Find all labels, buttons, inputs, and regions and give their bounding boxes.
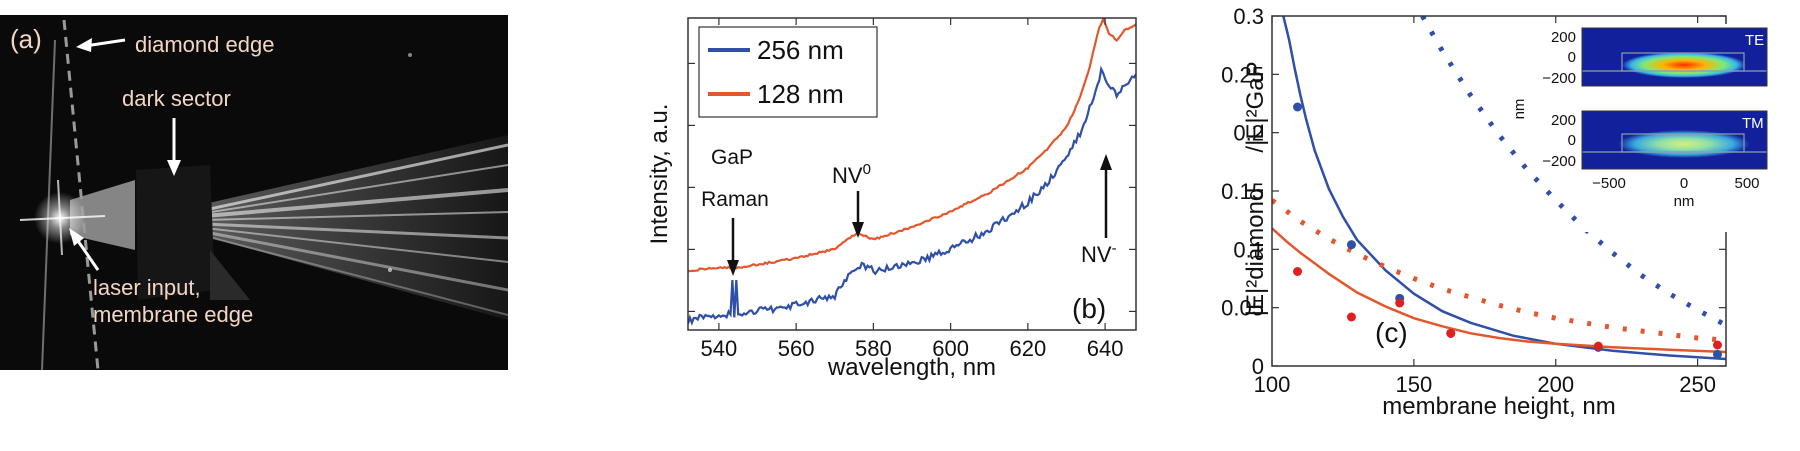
point-tm-points-4: [1593, 341, 1603, 351]
panel-c-label: (c): [1375, 317, 1408, 348]
plot-b-axes: 540 560 580 600 620 640: [688, 18, 1136, 361]
c-xtick-label-150: 150: [1396, 372, 1433, 397]
plot-b-x-label: wavelength, nm: [827, 354, 996, 381]
gap-arrow-head: [727, 260, 739, 276]
plot-c-y-label-gap: /|E|²GaP: [1242, 61, 1269, 152]
tm-label: TM: [1742, 115, 1764, 132]
b-xtick-label-540: 540: [701, 336, 738, 361]
nv0-label: NV0: [832, 161, 871, 188]
gap-raman-annotation: GaP Raman: [701, 146, 769, 276]
panel-a: (a) diamond edge dark sector laser input…: [0, 15, 508, 370]
point-te-points-1: [1346, 240, 1356, 250]
b-xtick-label-560: 560: [778, 336, 815, 361]
plot-c-axes: 100 150 200 250 0 0.05 0.1 0.15 0.2 0.25 0.3: [1221, 4, 1726, 397]
c-ytick-label-4: 0.2: [1233, 121, 1264, 146]
b-xtick-label-640: 640: [1087, 336, 1124, 361]
diamond-edge-annotation: diamond edge: [76, 32, 274, 57]
point-tm-points-2: [1395, 298, 1405, 308]
inset-ytick-tm-minus200: −200: [1542, 153, 1576, 170]
inset-ytick-tm-0: 0: [1568, 132, 1576, 149]
plot-c-y-label-diamond: |E|²diamond: [1242, 188, 1269, 317]
legend-label-256nm: 256 nm: [757, 35, 844, 65]
panel-a-label: (a): [10, 24, 42, 54]
inset-ytick-te-0: 0: [1568, 49, 1576, 66]
tm-mode-map: TM: [1581, 110, 1768, 170]
panel-b-label: (b): [1072, 293, 1106, 324]
panel-c: 100 150 200 250 0 0.05 0.1 0.15 0.2 0.25 0.3 membr…: [1221, 4, 1768, 420]
dark-sector-annotation: dark sector: [122, 86, 231, 176]
te-label: TE: [1745, 32, 1764, 49]
curve-te-dotted: [1420, 16, 1726, 328]
point-tm-points-1: [1346, 312, 1356, 322]
b-xtick-label-580: 580: [855, 336, 892, 361]
panel-b: 540 560 580 600 620 640 Intensity, a.u. wavel…: [646, 17, 1137, 381]
laser-input-label-2: membrane edge: [93, 302, 253, 327]
legend-box: [698, 26, 878, 118]
mode-profile-inset: TE TM 200 0 −200 200 0 −200 nm: [1511, 24, 1768, 232]
inset-ytick-tm-200: 200: [1551, 112, 1576, 129]
nv-minus-annotation: NV-: [1081, 154, 1117, 267]
point-tm-points-5: [1712, 340, 1722, 350]
c-ytick-label-6: 0.3: [1233, 4, 1264, 29]
point-tm-points-0: [1293, 267, 1303, 276]
diamond-edge-label: diamond edge: [135, 32, 274, 57]
spectrum-series: [688, 18, 1136, 326]
legend-b: 256 nm 128 nm: [698, 26, 878, 118]
inset-xtick-500: 500: [1734, 175, 1759, 192]
inset-y-ticks: 200 0 −200 200 0 −200: [1542, 29, 1576, 170]
series-256-nm: [688, 65, 1136, 326]
te-mode-map: TE: [1581, 27, 1768, 87]
point-te-points-5: [1712, 349, 1722, 359]
c-ytick-label-1: 0.05: [1221, 296, 1264, 321]
b-xtick-label-600: 600: [932, 336, 969, 361]
inset-ytick-te-minus200: −200: [1542, 70, 1576, 87]
point-tm-points-3: [1446, 328, 1456, 338]
series-128-nm: [688, 18, 1136, 273]
c-xtick-label-100: 100: [1254, 372, 1291, 397]
c-xtick-label-200: 200: [1537, 372, 1574, 397]
tm-mode-spot: [1618, 130, 1750, 158]
curve-tm-dotted: [1272, 198, 1726, 343]
c-ytick-label-2: 0.1: [1233, 237, 1264, 262]
curve-tm-solid: [1272, 227, 1726, 354]
plot-b-y-label: Intensity, a.u.: [646, 104, 673, 245]
nv-minus-label: NV-: [1081, 240, 1117, 267]
inset-ytick-te-200: 200: [1551, 29, 1576, 46]
c-ytick-label-0: 0: [1252, 354, 1264, 379]
plot-b-frame: [687, 17, 1137, 331]
inset-y-label: nm: [1511, 99, 1528, 120]
dark-sector-label: dark sector: [122, 86, 231, 111]
diamond-edge-dashed-line: [62, 19, 100, 370]
inset-x-ticks: −500 0 500: [1592, 175, 1759, 192]
ratio-series: [1272, 16, 1726, 361]
b-xtick-label-620: 620: [1010, 336, 1047, 361]
inset-x-label: nm: [1674, 193, 1695, 210]
raman-label: Raman: [701, 188, 769, 211]
gap-label: GaP: [711, 146, 753, 169]
point-te-points-0: [1293, 102, 1303, 112]
nv-minus-arrow-head: [1100, 154, 1112, 170]
laser-input-annotation: laser input, membrane edge: [69, 228, 253, 327]
nv0-arrow-head: [852, 222, 864, 238]
c-ytick-label-3: 0.15: [1221, 179, 1264, 204]
nv0-annotation: NV0: [832, 161, 871, 238]
micrograph-image: [19, 19, 508, 370]
inset-xtick-0: 0: [1680, 175, 1688, 192]
c-ytick-label-5: 0.25: [1221, 62, 1264, 87]
te-mode-spot: [1622, 52, 1746, 78]
inset-xtick-minus500: −500: [1592, 175, 1626, 192]
laser-input-label-1: laser input,: [93, 275, 201, 300]
plot-c-x-label: membrane height, nm: [1382, 393, 1615, 420]
c-xtick-label-250: 250: [1679, 372, 1716, 397]
legend-label-128nm: 128 nm: [757, 79, 844, 109]
